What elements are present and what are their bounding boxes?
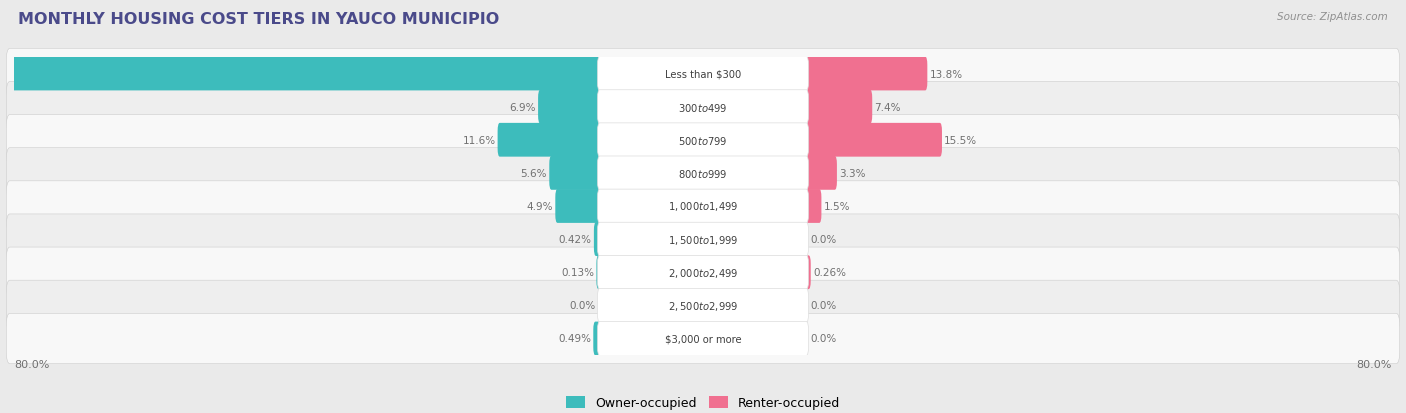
FancyBboxPatch shape bbox=[6, 49, 1400, 100]
FancyBboxPatch shape bbox=[598, 322, 808, 356]
FancyBboxPatch shape bbox=[593, 322, 602, 356]
FancyBboxPatch shape bbox=[804, 123, 942, 157]
FancyBboxPatch shape bbox=[598, 289, 808, 323]
Text: 80.0%: 80.0% bbox=[1357, 359, 1392, 369]
FancyBboxPatch shape bbox=[498, 123, 602, 157]
Text: 80.0%: 80.0% bbox=[14, 359, 49, 369]
Text: 0.49%: 0.49% bbox=[558, 334, 591, 344]
FancyBboxPatch shape bbox=[550, 157, 602, 190]
Text: Less than $300: Less than $300 bbox=[665, 69, 741, 79]
FancyBboxPatch shape bbox=[6, 214, 1400, 265]
FancyBboxPatch shape bbox=[804, 256, 811, 290]
Text: 15.5%: 15.5% bbox=[945, 135, 977, 145]
FancyBboxPatch shape bbox=[804, 57, 928, 91]
FancyBboxPatch shape bbox=[6, 280, 1400, 331]
FancyBboxPatch shape bbox=[6, 181, 1400, 232]
Text: 4.9%: 4.9% bbox=[527, 202, 553, 211]
Text: $2,000 to $2,499: $2,000 to $2,499 bbox=[668, 266, 738, 279]
Text: 0.0%: 0.0% bbox=[811, 301, 837, 311]
FancyBboxPatch shape bbox=[538, 90, 602, 124]
Text: $300 to $499: $300 to $499 bbox=[678, 102, 728, 113]
Text: $1,500 to $1,999: $1,500 to $1,999 bbox=[668, 233, 738, 246]
Text: MONTHLY HOUSING COST TIERS IN YAUCO MUNICIPIO: MONTHLY HOUSING COST TIERS IN YAUCO MUNI… bbox=[18, 12, 499, 27]
Text: Source: ZipAtlas.com: Source: ZipAtlas.com bbox=[1277, 12, 1388, 22]
Legend: Owner-occupied, Renter-occupied: Owner-occupied, Renter-occupied bbox=[561, 392, 845, 413]
FancyBboxPatch shape bbox=[6, 148, 1400, 199]
Text: 0.13%: 0.13% bbox=[561, 268, 595, 278]
Text: $2,500 to $2,999: $2,500 to $2,999 bbox=[668, 299, 738, 312]
FancyBboxPatch shape bbox=[598, 90, 808, 124]
Text: 1.5%: 1.5% bbox=[824, 202, 851, 211]
Text: 3.3%: 3.3% bbox=[839, 169, 866, 178]
Text: $800 to $999: $800 to $999 bbox=[678, 168, 728, 179]
FancyBboxPatch shape bbox=[0, 57, 602, 91]
FancyBboxPatch shape bbox=[804, 157, 837, 190]
Text: 0.0%: 0.0% bbox=[569, 301, 595, 311]
Text: $3,000 or more: $3,000 or more bbox=[665, 334, 741, 344]
Text: 6.9%: 6.9% bbox=[509, 102, 536, 112]
Text: 13.8%: 13.8% bbox=[929, 69, 963, 79]
FancyBboxPatch shape bbox=[555, 190, 602, 223]
Text: 11.6%: 11.6% bbox=[463, 135, 495, 145]
Text: 0.26%: 0.26% bbox=[813, 268, 846, 278]
FancyBboxPatch shape bbox=[593, 223, 602, 256]
Text: 0.0%: 0.0% bbox=[811, 334, 837, 344]
FancyBboxPatch shape bbox=[598, 190, 808, 223]
Text: $500 to $799: $500 to $799 bbox=[678, 135, 728, 146]
FancyBboxPatch shape bbox=[804, 190, 821, 223]
FancyBboxPatch shape bbox=[598, 157, 808, 190]
FancyBboxPatch shape bbox=[6, 247, 1400, 298]
Text: 7.4%: 7.4% bbox=[875, 102, 901, 112]
FancyBboxPatch shape bbox=[598, 57, 808, 91]
FancyBboxPatch shape bbox=[598, 256, 808, 290]
FancyBboxPatch shape bbox=[598, 123, 808, 157]
FancyBboxPatch shape bbox=[6, 82, 1400, 133]
FancyBboxPatch shape bbox=[804, 90, 872, 124]
FancyBboxPatch shape bbox=[598, 223, 808, 256]
FancyBboxPatch shape bbox=[596, 256, 602, 290]
FancyBboxPatch shape bbox=[6, 115, 1400, 166]
Text: $1,000 to $1,499: $1,000 to $1,499 bbox=[668, 200, 738, 213]
Text: 0.42%: 0.42% bbox=[558, 235, 592, 244]
Text: 5.6%: 5.6% bbox=[520, 169, 547, 178]
Text: 0.0%: 0.0% bbox=[811, 235, 837, 244]
FancyBboxPatch shape bbox=[6, 313, 1400, 364]
